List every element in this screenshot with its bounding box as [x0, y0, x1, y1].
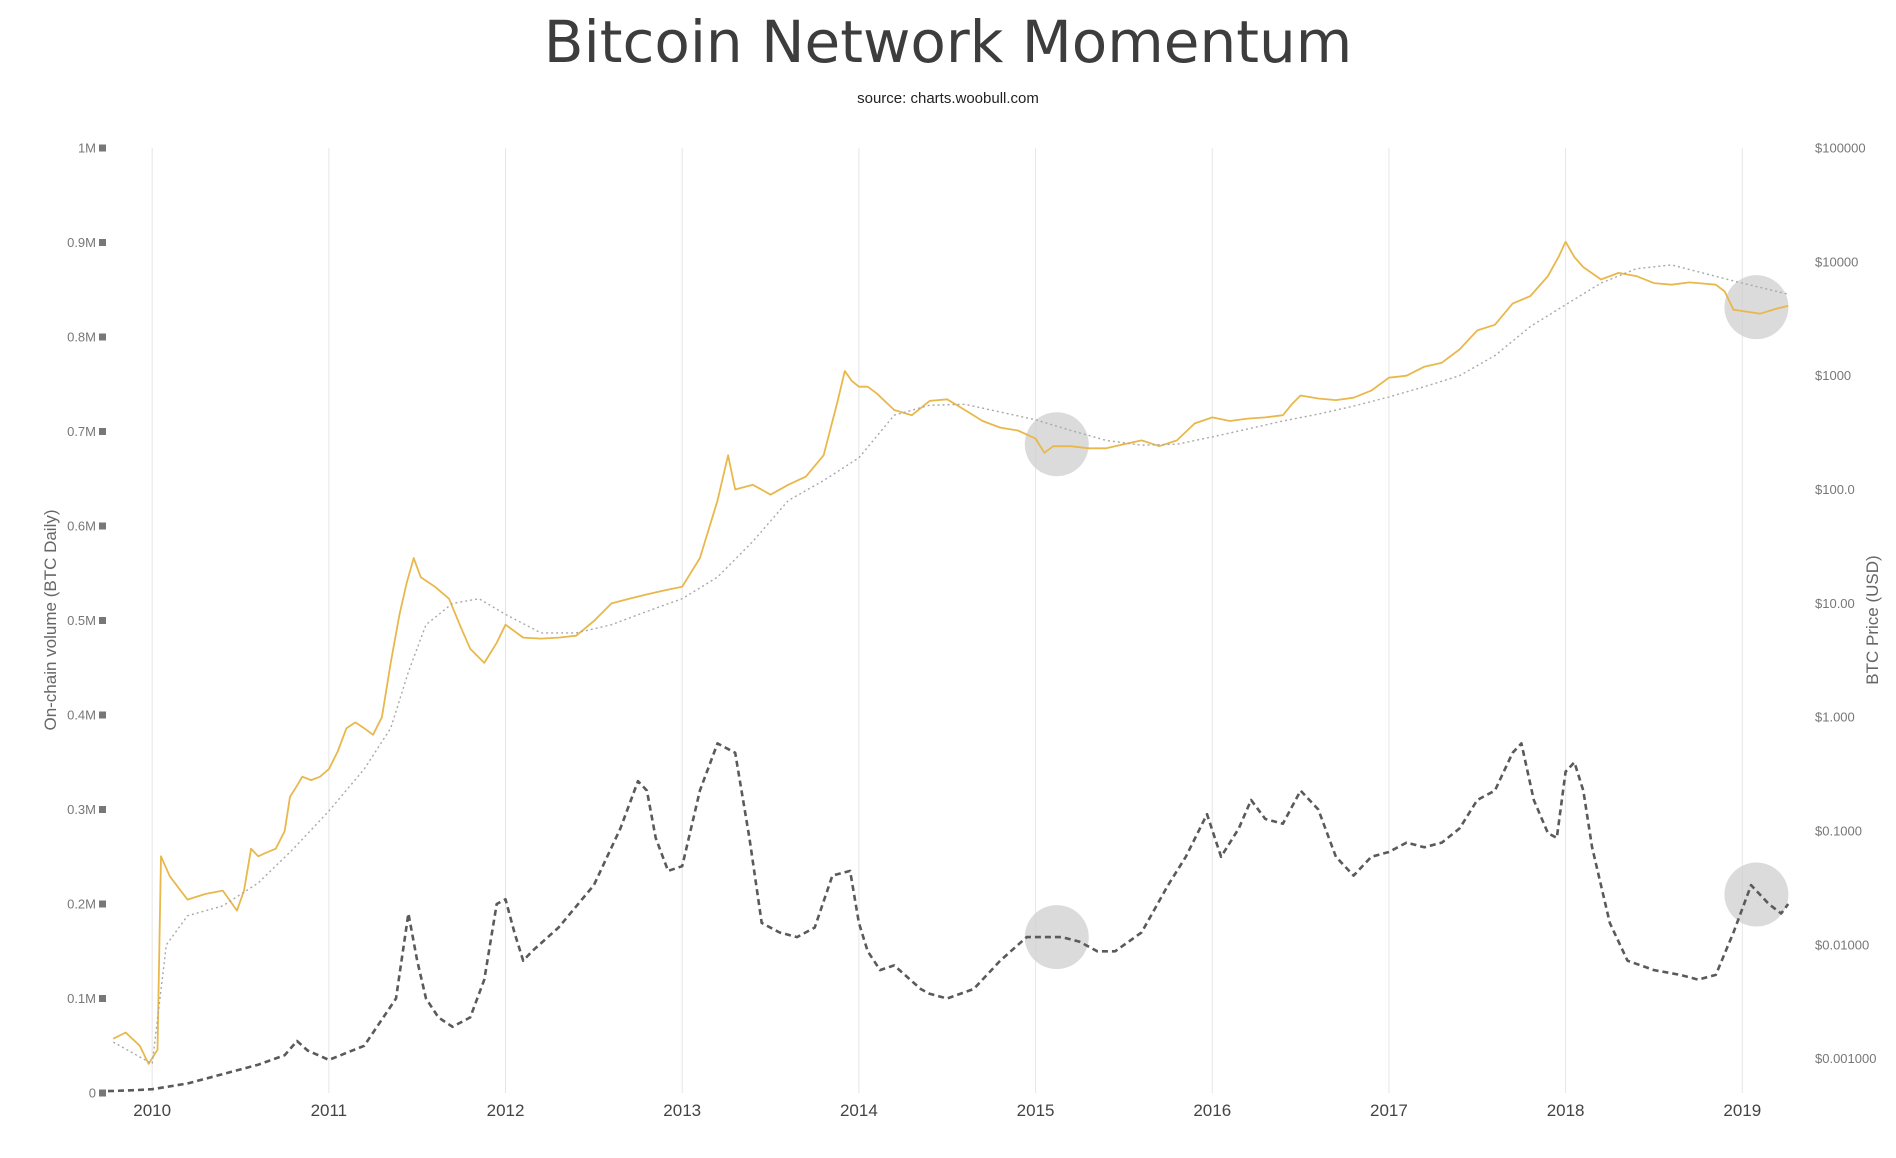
- series-line-solid: [112, 240, 1789, 1065]
- right-tick-label-1: $0.01000: [1815, 937, 1869, 952]
- left-tick-mark-7: [99, 428, 106, 435]
- left-tick-mark-2: [99, 900, 106, 908]
- left-tick-mark-1: [99, 995, 106, 1002]
- left-tick-mark-6: [99, 522, 106, 530]
- left-tick-label-7: 0.7M: [67, 424, 96, 439]
- left-tick-label-6: 0.6M: [67, 519, 96, 534]
- left-tick-label-2: 0.2M: [67, 897, 96, 912]
- right-tick-label-2: $0.1000: [1815, 824, 1862, 839]
- left-tick-mark-10: [99, 144, 106, 152]
- left-tick-mark-8: [99, 333, 106, 341]
- left-tick-label-9: 0.9M: [67, 235, 96, 250]
- left-axis-ticks: 0 0.1M 0.2M 0.3M 0.4M 0.5M 0.6M 0.7M 0.8M 0.9M 1M: [67, 141, 106, 1101]
- right-tick-label-6: $1000: [1815, 368, 1851, 383]
- grid-lines: [151, 148, 1743, 1093]
- series-line-dashed: [107, 742, 1790, 1093]
- left-tick-mark-0: [99, 1089, 106, 1097]
- highlight-circles: [1024, 275, 1789, 970]
- left-tick-label-5: 0.5M: [67, 613, 96, 628]
- left-tick-mark-5: [99, 617, 106, 624]
- chart-title: Bitcoin Network Momentum: [543, 8, 1353, 76]
- right-tick-label-5: $100.0: [1815, 482, 1855, 497]
- left-tick-label-10: 1M: [78, 141, 96, 156]
- x-tick-label-2019: 2019: [1723, 1101, 1761, 1120]
- x-tick-label-2012: 2012: [487, 1101, 525, 1120]
- left-tick-label-0: 0: [89, 1086, 96, 1101]
- highlight-circle-3: [1724, 862, 1789, 927]
- x-tick-label-2014: 2014: [840, 1101, 878, 1120]
- right-tick-label-3: $1.000: [1815, 710, 1855, 725]
- chart-subtitle: source: charts.woobull.com: [857, 90, 1039, 107]
- x-tick-label-2010: 2010: [133, 1101, 171, 1120]
- x-tick-label-2017: 2017: [1370, 1101, 1408, 1120]
- right-tick-label-8: $100000: [1815, 141, 1866, 156]
- series-line-dotted: [112, 264, 1789, 1065]
- left-tick-mark-4: [99, 711, 106, 719]
- left-tick-label-4: 0.4M: [67, 708, 96, 723]
- x-tick-label-2011: 2011: [311, 1101, 348, 1120]
- x-tick-label-2016: 2016: [1193, 1101, 1231, 1120]
- x-tick-label-2013: 2013: [663, 1101, 701, 1120]
- left-tick-mark-9: [99, 239, 106, 246]
- x-tick-label-2015: 2015: [1017, 1101, 1055, 1120]
- left-tick-mark-3: [99, 806, 106, 813]
- right-tick-label-7: $10000: [1815, 254, 1858, 269]
- right-axis-title: BTC Price (USD): [1863, 555, 1882, 684]
- right-tick-label-0: $0.001000: [1815, 1051, 1876, 1066]
- highlight-circle-0: [1024, 412, 1089, 477]
- x-axis-ticks: 2010 2011 2012 2013 2014 2015 2016 2017 2018 2019: [133, 1101, 1761, 1120]
- x-tick-label-2018: 2018: [1547, 1101, 1585, 1120]
- highlight-circle-1: [1724, 275, 1789, 340]
- left-tick-label-3: 0.3M: [67, 802, 96, 817]
- series-lines: [107, 240, 1790, 1093]
- right-tick-label-4: $10.00: [1815, 596, 1855, 611]
- left-tick-label-1: 0.1M: [67, 991, 96, 1006]
- right-axis-ticks: $0.001000 $0.01000 $0.1000 $1.000 $10.00 $100…: [1815, 141, 1876, 1067]
- left-tick-label-8: 0.8M: [67, 330, 96, 345]
- left-axis-title: On-chain volume (BTC Daily): [41, 509, 60, 730]
